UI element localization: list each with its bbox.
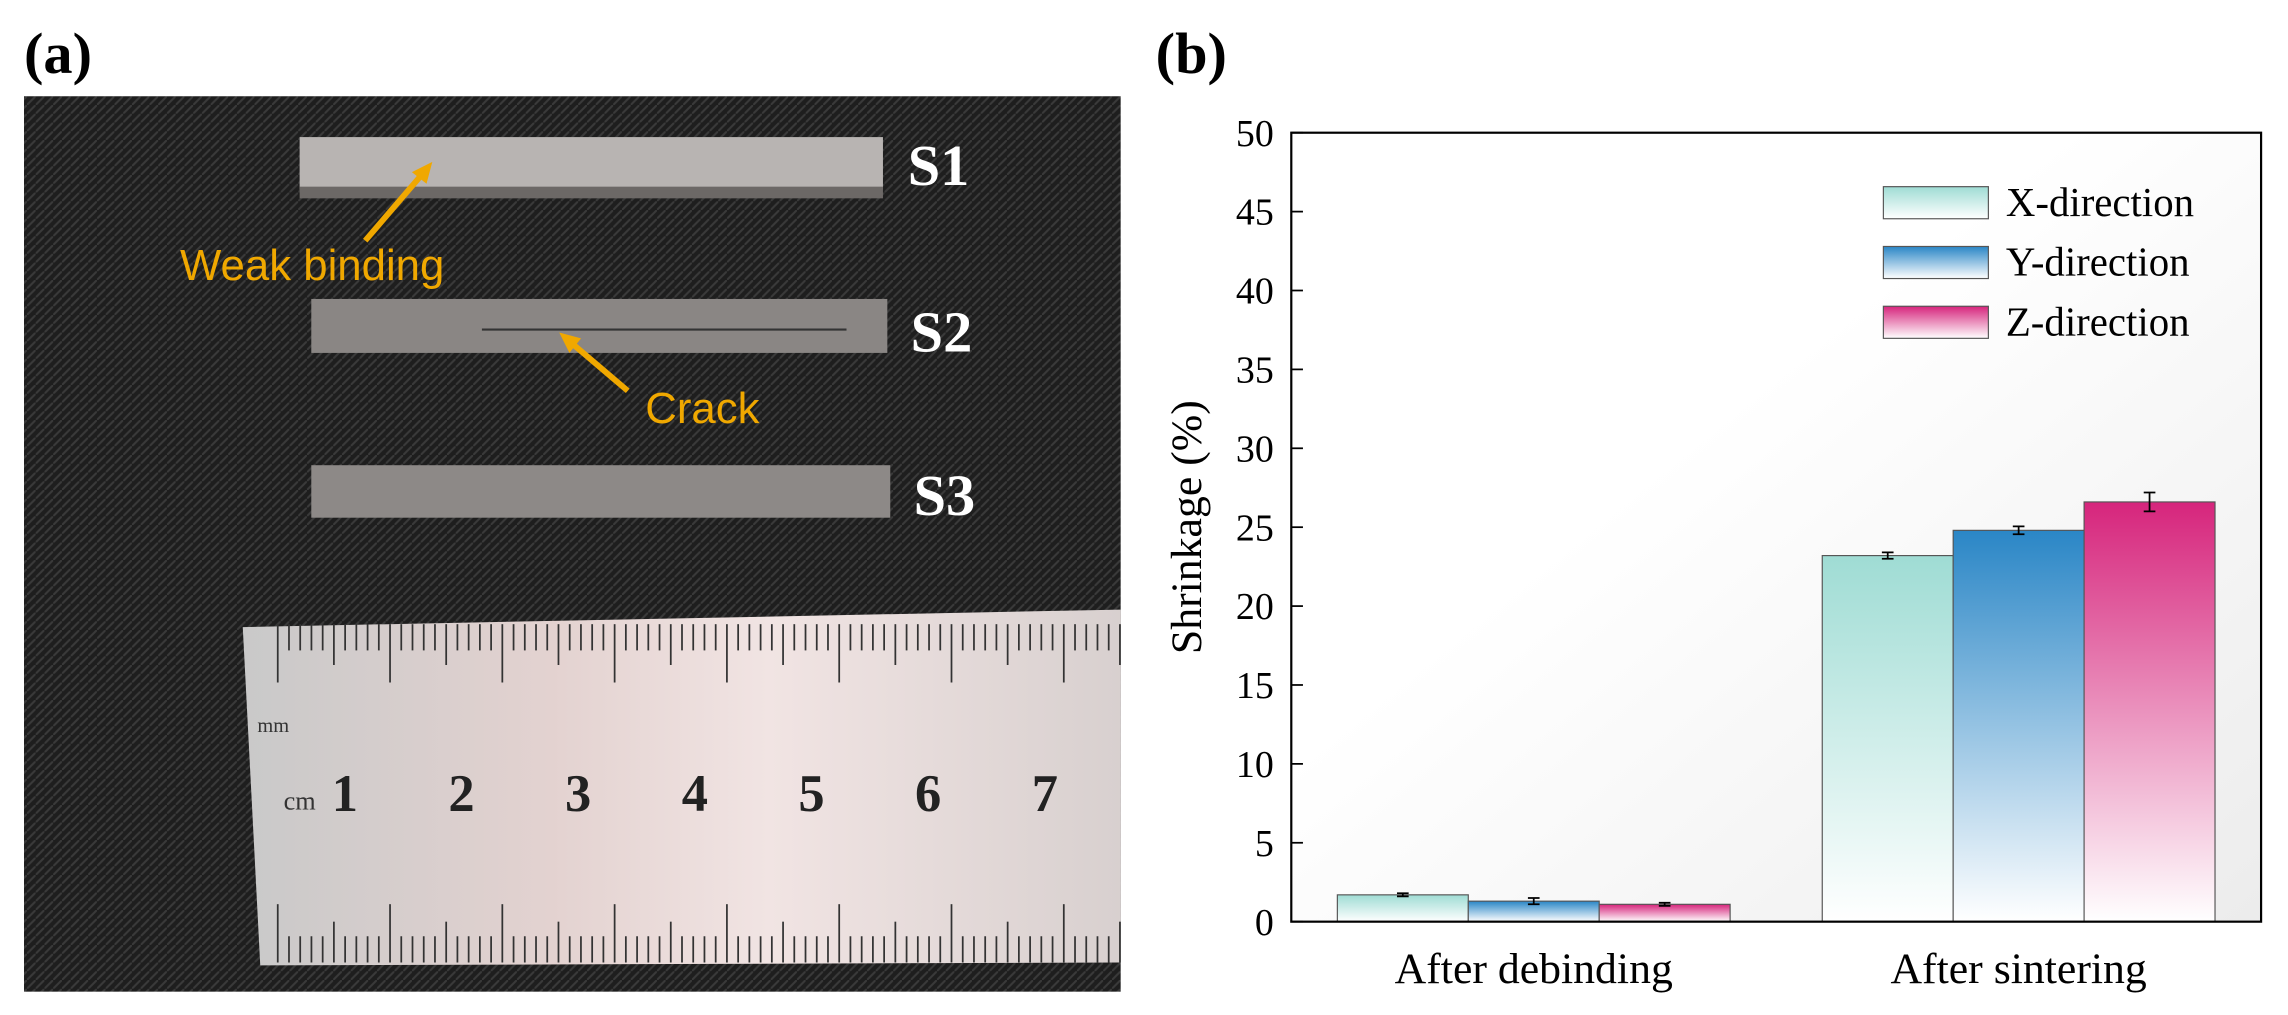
bar [1598, 903, 1731, 923]
ruler-number: 2 [448, 765, 474, 823]
error-bar [1396, 892, 1409, 898]
sample-bar [311, 298, 888, 353]
ruler [242, 609, 1121, 966]
legend-label: X-direction [2006, 180, 2194, 225]
x-tick-label: After sintering [1890, 945, 2146, 993]
y-tick-label: 45 [1236, 192, 1274, 234]
annotation: Crack [645, 384, 759, 433]
error-bar [2012, 525, 2025, 536]
panel-label: (a) [24, 21, 92, 86]
arrow-head [559, 332, 582, 353]
ruler-ticks [276, 624, 1121, 963]
error-bar [1658, 901, 1671, 907]
photo: S1 S2 S3 Weak binding Crack mm cm [24, 96, 1121, 992]
ruler-number: 4 [682, 765, 708, 823]
ruler-number: 7 [1032, 765, 1058, 823]
legend-swatch [1882, 305, 1989, 339]
sample-bar-edge [299, 186, 883, 199]
sample-label: S2 [911, 299, 973, 364]
ruler-number: 1 [332, 765, 358, 823]
sample-bar [299, 137, 883, 190]
y-tick-label: 30 [1236, 428, 1274, 470]
error-bar [2143, 491, 2156, 513]
y-tick-label: 25 [1236, 507, 1274, 549]
panel-label: (b) [1156, 21, 1227, 86]
ruler-unit: cm [284, 786, 317, 815]
ruler-number: 5 [798, 765, 824, 823]
sample-bar [311, 465, 891, 518]
arrow-head [411, 161, 433, 184]
error-bar [1881, 551, 1894, 560]
y-tick-label: 20 [1236, 586, 1274, 628]
y-tick-label: 50 [1236, 113, 1274, 155]
bar [1336, 894, 1469, 923]
arrow [567, 339, 630, 394]
sample-label: S3 [914, 463, 976, 528]
legend-swatch [1882, 186, 1989, 220]
annotation: Weak binding [180, 241, 444, 290]
y-tick-label: 15 [1236, 665, 1274, 707]
legend-label: Z-direction [2006, 299, 2190, 344]
ruler-unit: mm [257, 715, 289, 737]
bar [1952, 529, 2085, 923]
legend-label: Y-direction [2006, 240, 2190, 285]
y-tick-label: 0 [1255, 902, 1274, 944]
y-tick-label: 10 [1236, 744, 1274, 786]
y-tick-label: 35 [1236, 350, 1274, 392]
sample-label: S1 [908, 133, 970, 198]
ruler-number: 3 [565, 765, 591, 823]
x-tick-label: After debinding [1395, 945, 1673, 993]
ruler-number: 6 [915, 765, 941, 823]
arrow [363, 167, 429, 243]
y-tick-label: 5 [1255, 823, 1274, 865]
plot-frame [1290, 131, 2263, 923]
y-tick-label: 40 [1236, 271, 1274, 313]
legend-swatch [1882, 245, 1989, 280]
bar [2083, 501, 2216, 923]
y-axis-label: Shrinkage (%) [1163, 400, 1211, 654]
error-bar [1527, 897, 1540, 906]
bar [1821, 555, 1954, 923]
